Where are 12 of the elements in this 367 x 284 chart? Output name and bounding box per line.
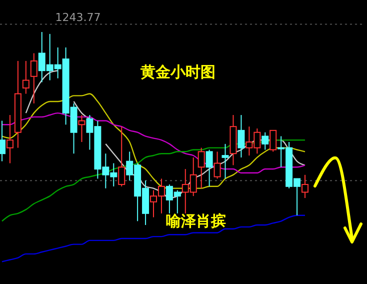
candlestick (30, 52, 38, 104)
candlestick (302, 174, 308, 198)
candlestick (222, 143, 229, 180)
candlestick (22, 60, 30, 94)
candlestick (238, 114, 245, 158)
candlestick (6, 114, 14, 164)
candlestick (78, 114, 86, 143)
text: 黄金小时图 (140, 63, 216, 81)
candlestick (230, 114, 237, 166)
text: 1243.77 (55, 11, 101, 24)
annotation: 喻泽肖摈 (166, 212, 226, 230)
candlestick (14, 60, 22, 148)
